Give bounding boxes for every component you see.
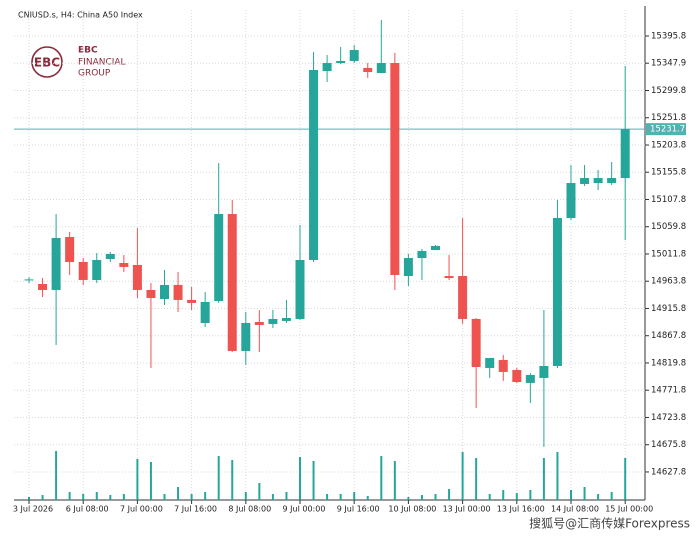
y-tick-label: 15011.8 [651,249,686,259]
candle-body [241,323,251,351]
candle-body [160,284,169,299]
candle-body [146,289,156,298]
candle-body [458,276,468,319]
y-tick-label: 14771.8 [651,386,686,396]
x-tick-label: 13 Jul 00:00 [443,505,491,514]
candle-body [363,68,373,72]
x-tick-label: 6 Jul 08:00 [66,505,109,514]
current-price-box [646,123,686,136]
candle-body [566,183,576,218]
candle-body [92,259,102,280]
candle-body [105,253,115,260]
x-tick-label: 7 Jul 16:00 [174,505,217,514]
chart-title: CNIUSD.s, H4: China A50 Index [18,11,143,20]
candle-body [580,178,590,184]
y-tick-label: 15299.8 [651,86,686,96]
candle-body [295,259,305,319]
candle-body [254,321,264,325]
candle-body [78,261,88,280]
y-tick-label: 14915.8 [651,304,686,314]
candle-body [281,318,291,321]
candle-body [349,50,359,61]
candle-body [485,357,495,368]
y-tick-label: 14867.8 [651,331,686,341]
y-tick-label: 15155.8 [651,168,686,178]
x-tick-label: 8 Jul 08:00 [228,505,271,514]
y-tick-label: 14723.8 [651,413,686,423]
y-tick-label: 14963.8 [651,277,686,287]
y-tick-label: 15203.8 [651,140,686,150]
logo-text: EBC [78,46,98,56]
candle-body [336,60,346,64]
candle-body [403,258,413,277]
logo-text: FINANCIAL [78,58,126,68]
candle-body [390,63,400,275]
candle-body [187,299,197,303]
y-tick-label: 15107.8 [651,195,686,205]
candle-body [607,178,617,184]
y-tick-label: 14819.8 [651,358,686,368]
y-tick-label: 15059.8 [651,222,686,232]
candle-body [65,237,75,262]
logo-circle [31,46,63,78]
candle-body [309,70,319,260]
y-tick-label: 15347.9 [651,59,686,69]
x-tick-label: 3 Jul 2026 [13,505,53,514]
logo-mark: EBC [34,56,60,70]
candle-body [51,237,61,290]
candle-body [525,375,535,383]
x-tick-label: 14 Jul 08:00 [551,505,599,514]
candle-body [431,245,440,251]
candle-body [552,217,562,366]
candle-body [173,284,183,300]
x-tick-label: 13 Jul 16:00 [497,505,545,514]
logo: EBC EBC FINANCIAL GROUP [31,46,126,79]
x-tick-label: 9 Jul 16:00 [337,505,380,514]
logo-text: GROUP [78,69,111,79]
current-price-label: 15231.7 [650,125,685,135]
y-tick-label: 15251.8 [651,113,686,123]
candle-body [38,284,48,290]
candle-body [227,214,237,351]
candle-body [214,214,224,301]
candle-body [119,263,129,267]
candle-body [512,369,522,382]
y-tick-label: 14627.8 [651,467,686,477]
candle-body [620,129,630,179]
watermark: 搜狐号@汇商传媒Forexpress [529,516,690,531]
candle-body [200,302,210,324]
candle-body [132,264,142,290]
candle-body [417,250,427,259]
x-tick-label: 15 Jul 00:00 [605,505,653,514]
y-tick-label: 15395.8 [651,31,686,41]
candle-body [471,318,481,367]
candle-body [24,279,34,281]
candle-body [268,318,278,324]
x-tick-label: 9 Jul 00:00 [283,505,326,514]
candle-body [539,365,549,378]
x-tick-label: 7 Jul 00:00 [120,505,163,514]
candle-body [593,178,603,184]
x-tick-label: 10 Jul 08:00 [388,505,436,514]
candle-body [444,276,454,278]
candle-body [376,63,386,74]
y-tick-label: 14675.8 [651,440,686,450]
candle-body [322,63,332,72]
candle-body [498,359,508,372]
